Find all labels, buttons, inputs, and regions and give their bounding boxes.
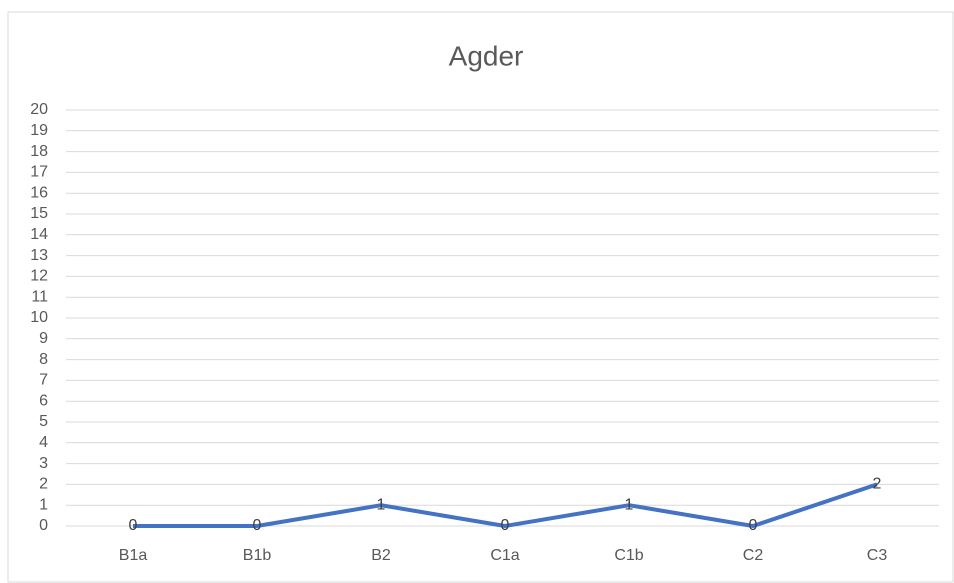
y-tick-label: 1 [39, 496, 48, 513]
data-line [133, 482, 878, 528]
y-tick-label: 15 [30, 205, 48, 222]
y-tick-label: 20 [30, 101, 48, 118]
y-tick-label: 7 [39, 372, 48, 389]
y-tick-label: 19 [30, 122, 48, 139]
chart-title: Agder [449, 40, 524, 71]
y-tick-label: 16 [30, 184, 48, 201]
x-tick-label: C1a [490, 547, 519, 564]
data-label: 0 [501, 517, 510, 534]
data-label: 2 [873, 476, 882, 493]
y-tick-label: 0 [39, 517, 48, 534]
y-tick-label: 11 [31, 288, 48, 305]
y-tick-label: 18 [30, 143, 48, 160]
x-tick-label: C1b [614, 547, 643, 564]
y-tick-label: 4 [39, 434, 48, 451]
y-tick-label: 9 [39, 330, 48, 347]
x-tick-label: B1b [243, 547, 272, 564]
y-tick-label: 3 [39, 455, 48, 472]
data-label: 0 [129, 517, 138, 534]
y-tick-label: 12 [30, 268, 48, 285]
data-label: 0 [253, 517, 262, 534]
y-tick-label: 6 [39, 392, 48, 409]
x-tick-label: C2 [743, 547, 764, 564]
x-tick-label: B2 [371, 547, 391, 564]
y-tick-label: 13 [30, 247, 48, 264]
y-tick-label: 2 [39, 476, 48, 493]
x-tick-label: C3 [867, 547, 888, 564]
y-tick-label: 5 [39, 413, 48, 430]
x-tick-label: B1a [119, 547, 148, 564]
y-tick-label: 14 [30, 226, 48, 243]
data-label: 1 [625, 496, 634, 513]
data-label: 1 [377, 496, 386, 513]
y-tick-label: 10 [30, 309, 48, 326]
y-tick-label: 17 [30, 164, 48, 181]
data-label: 0 [749, 517, 758, 534]
y-tick-label: 8 [39, 351, 48, 368]
